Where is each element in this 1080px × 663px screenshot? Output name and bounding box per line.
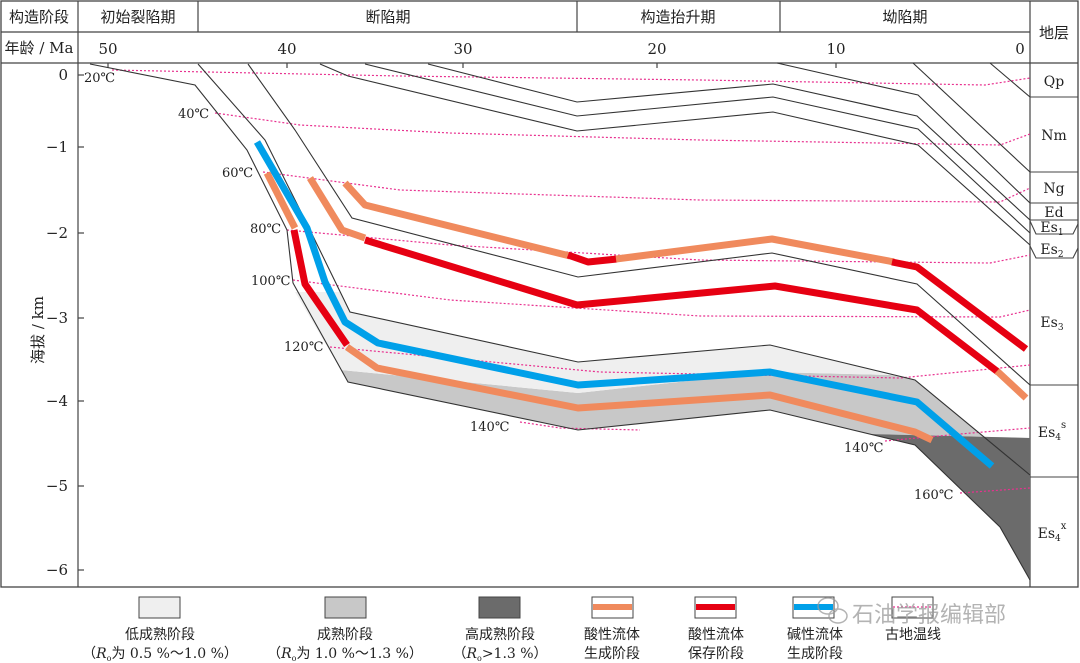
acid-fluid-generation-path xyxy=(263,171,299,230)
legend-swatch-acid-preservation xyxy=(694,596,737,619)
legend-label: （Ro为 0.5 %～1.0 %） xyxy=(82,646,238,663)
stage-rifting: 断陷期 xyxy=(365,8,410,26)
stage-uplift: 构造抬升期 xyxy=(640,8,715,26)
legend-label: 酸性流体 xyxy=(584,627,640,643)
watermark: 石油学报编辑部 xyxy=(817,597,1006,628)
burial-curves xyxy=(89,62,1031,581)
acid-fluid-generation-path xyxy=(342,180,571,260)
stratum-label: Nm xyxy=(1041,128,1067,144)
legend-label: 高成熟阶段 xyxy=(465,626,535,643)
legend-label: 成熟阶段 xyxy=(317,627,373,643)
legend-swatch-alkaline-generation xyxy=(792,596,835,619)
wechat-icon xyxy=(817,597,848,624)
header-table: 构造阶段 初始裂陷期 断陷期 构造抬升期 坳陷期 地层 年龄 / Ma 50 4… xyxy=(0,0,1079,588)
acid-fluid-generation-path xyxy=(307,176,367,242)
y-tick-label: 0 xyxy=(58,66,68,84)
acid-fluid-preservation-path xyxy=(891,258,1029,352)
isotherm-label: 60℃ xyxy=(222,166,253,181)
legend-label: 低成熟阶段 xyxy=(125,627,195,643)
stratum-label: Es2 xyxy=(1040,242,1063,260)
low-mature-zone xyxy=(295,292,890,393)
acid-fluid-generation-path xyxy=(994,368,1029,401)
y-tick-label: −3 xyxy=(46,309,68,327)
age-tick-label: 0 xyxy=(1015,40,1025,58)
strata-header-label: 地层 xyxy=(1039,24,1069,42)
y-tick-label: −6 xyxy=(46,561,68,579)
legend-label: 酸性流体 xyxy=(688,627,744,643)
legend-label: 生成阶段 xyxy=(584,646,640,662)
y-tick-label: −1 xyxy=(46,138,68,156)
high-mature-zone xyxy=(870,434,1030,580)
legend-swatch-mature xyxy=(324,596,367,619)
age-tick-label: 20 xyxy=(647,40,666,58)
isotherm-label: 20℃ xyxy=(84,71,115,86)
stratum-label: Es4x xyxy=(1038,521,1067,544)
isotherm-label: 80℃ xyxy=(250,222,281,237)
acid-fluid-preservation-path xyxy=(566,251,618,266)
legend-swatch-high-mature xyxy=(478,596,521,619)
legend-swatch-acid-generation xyxy=(591,596,634,619)
isotherm-label: 160℃ xyxy=(914,488,953,503)
legend-label: 碱性流体 xyxy=(787,627,843,643)
mature-zone xyxy=(341,370,1030,475)
stratum-label: Ng xyxy=(1043,181,1064,197)
stratum-label: Es3 xyxy=(1040,315,1063,333)
y-tick-label: −2 xyxy=(46,224,68,242)
legend-label: （Ro>1.3 %） xyxy=(452,646,547,663)
age-tick-label: 30 xyxy=(453,40,472,58)
y-axis-title: 海拔 / km xyxy=(29,296,47,364)
legend-label: 生成阶段 xyxy=(787,646,843,662)
isotherm-label: 140℃ xyxy=(844,441,883,456)
age-tick-label: 40 xyxy=(277,40,296,58)
stage-initial-rifting: 初始裂陷期 xyxy=(100,8,175,26)
age-ticks xyxy=(107,63,837,68)
age-header-label: 年龄 / Ma xyxy=(5,39,74,57)
acid-fluid-generation-path xyxy=(615,235,895,266)
y-tick-label: −5 xyxy=(46,477,68,495)
fluid-paths xyxy=(253,140,1029,469)
stage-depression: 坳陷期 xyxy=(882,8,927,26)
strata-column: Qp Nm Ng Ed Es1 Es2 Es3 Es4s Es4x xyxy=(1029,74,1079,544)
age-tick-label: 50 xyxy=(98,40,117,58)
acid-fluid-preservation-path xyxy=(363,236,1001,375)
alkaline-fluid-path xyxy=(253,140,995,469)
isotherm-label: 40℃ xyxy=(178,107,209,122)
stratum-label: Ed xyxy=(1044,205,1063,221)
watermark-text: 石油学报编辑部 xyxy=(852,603,1006,628)
legend-swatch-low-mature xyxy=(138,596,181,619)
age-tick-label: 10 xyxy=(826,40,845,58)
isotherm-label: 100℃ xyxy=(251,274,290,289)
legend-swatch-isotherm xyxy=(891,596,934,619)
legend-label: （Ro为 1.0 %～1.3 %） xyxy=(267,646,423,663)
acid-fluid-generation-path xyxy=(344,344,934,444)
y-tick-label: −4 xyxy=(46,392,68,410)
legend-label: 保存阶段 xyxy=(688,646,744,662)
stage-header-label: 构造阶段 xyxy=(9,8,69,26)
stratum-label: Es4s xyxy=(1038,420,1066,443)
legend-label: 古地温线 xyxy=(885,627,941,643)
stratum-label: Es1 xyxy=(1040,220,1063,238)
isotherm-label: 120℃ xyxy=(284,340,323,355)
isotherm-label: 140℃ xyxy=(470,420,509,435)
stratum-label: Qp xyxy=(1044,74,1064,90)
legend: 低成熟阶段 （Ro为 0.5 %～1.0 %） 成熟阶段 （Ro为 1.0 %～… xyxy=(82,596,941,663)
y-axis: 0 −1 −2 −3 −4 −5 −6 海拔 / km xyxy=(29,66,84,579)
acid-fluid-preservation-path xyxy=(290,229,350,347)
